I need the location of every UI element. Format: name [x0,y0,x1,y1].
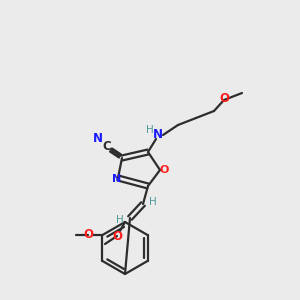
Text: N: N [153,128,163,142]
Text: O: O [112,230,122,242]
Text: O: O [159,165,169,175]
Text: H: H [149,197,157,207]
Text: H: H [116,215,124,225]
Text: O: O [219,92,229,106]
Text: C: C [103,140,111,152]
Text: N: N [93,133,103,146]
Text: H: H [146,125,154,135]
Text: N: N [112,174,122,184]
Text: O: O [83,229,94,242]
